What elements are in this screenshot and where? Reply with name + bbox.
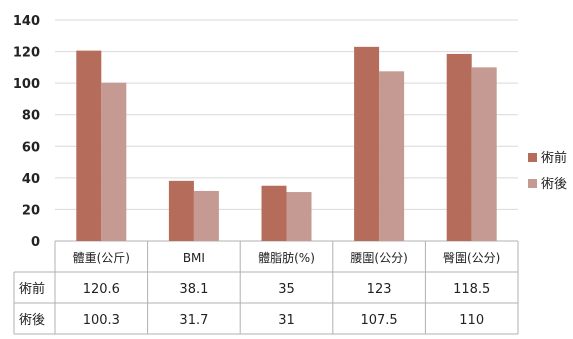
table-cell: 38.1 [179, 282, 208, 297]
bar-before [261, 185, 287, 241]
bar-before [446, 53, 472, 241]
table-cell: 107.5 [360, 313, 397, 328]
legend-swatch [528, 179, 537, 188]
y-axis-ticks: 0 20 40 60 80 100 120 140 [13, 14, 40, 250]
y-tick-label: 20 [22, 203, 40, 218]
gridlines [55, 19, 518, 242]
bar-after [379, 71, 405, 241]
table-cell: 31.7 [179, 313, 208, 328]
table-cell: 110 [459, 313, 484, 328]
category-label: 體重(公斤) [73, 251, 130, 265]
y-tick-label: 120 [13, 46, 40, 61]
category-label: BMI [183, 251, 205, 265]
y-tick-label: 140 [13, 14, 40, 29]
bar-before [354, 46, 380, 242]
table-row-label: 術後 [19, 313, 45, 328]
bar-after [193, 190, 219, 241]
table-row-label: 術前 [19, 281, 45, 297]
y-tick-label: 40 [22, 172, 40, 187]
y-tick-label: 60 [22, 140, 40, 155]
category-label: 腰圍(公分) [350, 251, 407, 265]
legend-label: 術後 [541, 177, 567, 192]
bar-after [101, 82, 127, 242]
category-label: 臀圍(公分) [443, 251, 500, 265]
bar-after [286, 192, 312, 241]
y-tick-label: 100 [13, 77, 40, 92]
y-tick-label: 80 [22, 109, 40, 124]
table-cell: 123 [367, 282, 392, 297]
bar-after [471, 67, 497, 241]
table-cell: 100.3 [83, 313, 120, 328]
legend-swatch [528, 153, 537, 162]
table-cell: 118.5 [453, 282, 490, 297]
table-cell: 31 [278, 313, 295, 328]
y-tick-label: 0 [31, 235, 40, 250]
bars [76, 46, 497, 242]
table-cell: 35 [278, 282, 295, 297]
bar-before [76, 50, 102, 242]
bar-before [168, 180, 194, 241]
table-cell: 120.6 [83, 282, 120, 297]
data-table: 體重(公斤) BMI 體脂肪(%) 腰圍(公分) 臀圍(公分) 術前 120.6 38.1 35… [13, 241, 519, 335]
legend-label: 術前 [541, 150, 567, 166]
category-label: 體脂肪(%) [258, 250, 315, 265]
